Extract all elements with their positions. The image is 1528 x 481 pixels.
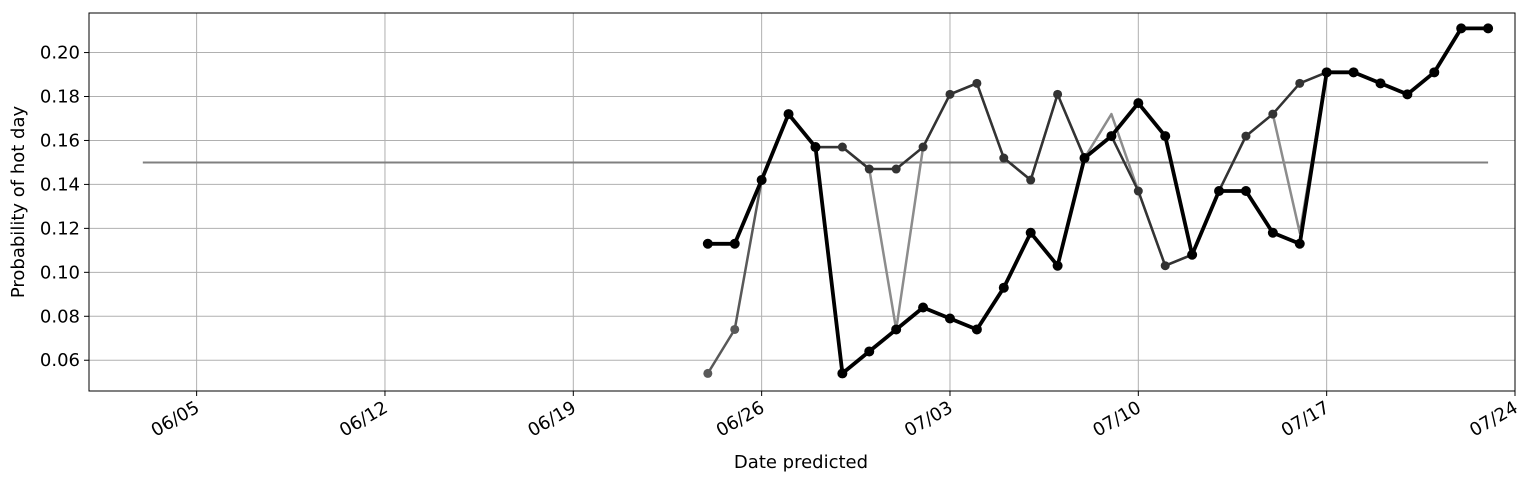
y-tick-label: 0.10 [40,262,80,283]
grid [89,13,1516,391]
data-point [944,313,955,324]
data-point [945,89,955,99]
data-point [837,368,848,379]
y-tick-label: 0.18 [40,87,80,108]
y-axis-ticks: 0.06 0.08 0.10 0.12 0.14 0.16 0.18 0.20 [40,43,89,371]
data-point [1295,78,1305,88]
data-point [918,142,928,152]
series-4 [702,23,1494,379]
data-point [999,153,1009,163]
x-tick-label: 07/24 [1466,397,1521,441]
data-point [1053,89,1063,99]
data-point [1187,249,1198,260]
data-point [729,238,740,249]
data-point [1240,186,1251,197]
data-point [891,164,901,174]
data-point [1052,260,1063,271]
data-point [1402,89,1413,100]
x-tick-label: 07/03 [901,397,956,441]
x-tick-label: 06/26 [713,397,768,441]
y-tick-label: 0.16 [40,130,80,151]
data-point [998,282,1009,293]
series-line [705,26,1490,376]
data-point [1160,131,1171,142]
data-point [1160,261,1170,271]
x-tick-label: 06/05 [148,397,203,441]
data-point [1321,67,1332,78]
y-tick-label: 0.20 [40,43,80,64]
data-point [1079,153,1090,164]
y-axis-label: Probability of hot day [8,106,29,299]
plot-frame [88,12,1516,392]
data-point [1133,186,1143,196]
y-tick-label: 0.08 [40,306,80,327]
data-point [702,238,713,249]
data-point [1483,23,1494,34]
data-point [1375,78,1386,89]
data-point [703,368,713,378]
series-3 [784,67,1332,271]
data-point [971,324,982,335]
x-axis-ticks: 06/05 06/12 06/19 06/26 07/03 07/10 07/17 07/24 [148,391,1522,441]
data-point [810,142,821,153]
x-axis-label: Date predicted [734,452,868,473]
series-line [706,71,1328,331]
data-point [730,324,740,334]
data-point [837,142,847,152]
y-tick-label: 0.06 [40,350,80,371]
y-tick-label: 0.12 [40,218,80,239]
data-point [1456,23,1467,34]
data-point [1241,131,1251,141]
data-point [1294,238,1305,249]
data-point [1268,109,1278,119]
data-point [1025,227,1036,238]
x-tick-label: 06/12 [336,397,391,441]
x-tick-label: 07/10 [1089,397,1144,441]
data-point [1348,67,1359,78]
x-tick-label: 07/17 [1278,397,1333,441]
data-point [1026,175,1036,185]
data-point [972,78,982,88]
data-point [918,302,929,313]
y-tick-label: 0.14 [40,174,80,195]
data-point [756,175,767,186]
data-point [1267,227,1278,238]
data-point [1133,98,1144,109]
data-point [1106,131,1117,142]
series-1 [706,71,1328,331]
x-tick-label: 06/19 [524,397,579,441]
data-point [1429,67,1440,78]
data-point [891,324,902,335]
data-point [864,164,874,174]
data-point [1214,186,1225,197]
series-group [702,23,1494,379]
data-point [864,346,875,357]
data-point [783,109,794,120]
